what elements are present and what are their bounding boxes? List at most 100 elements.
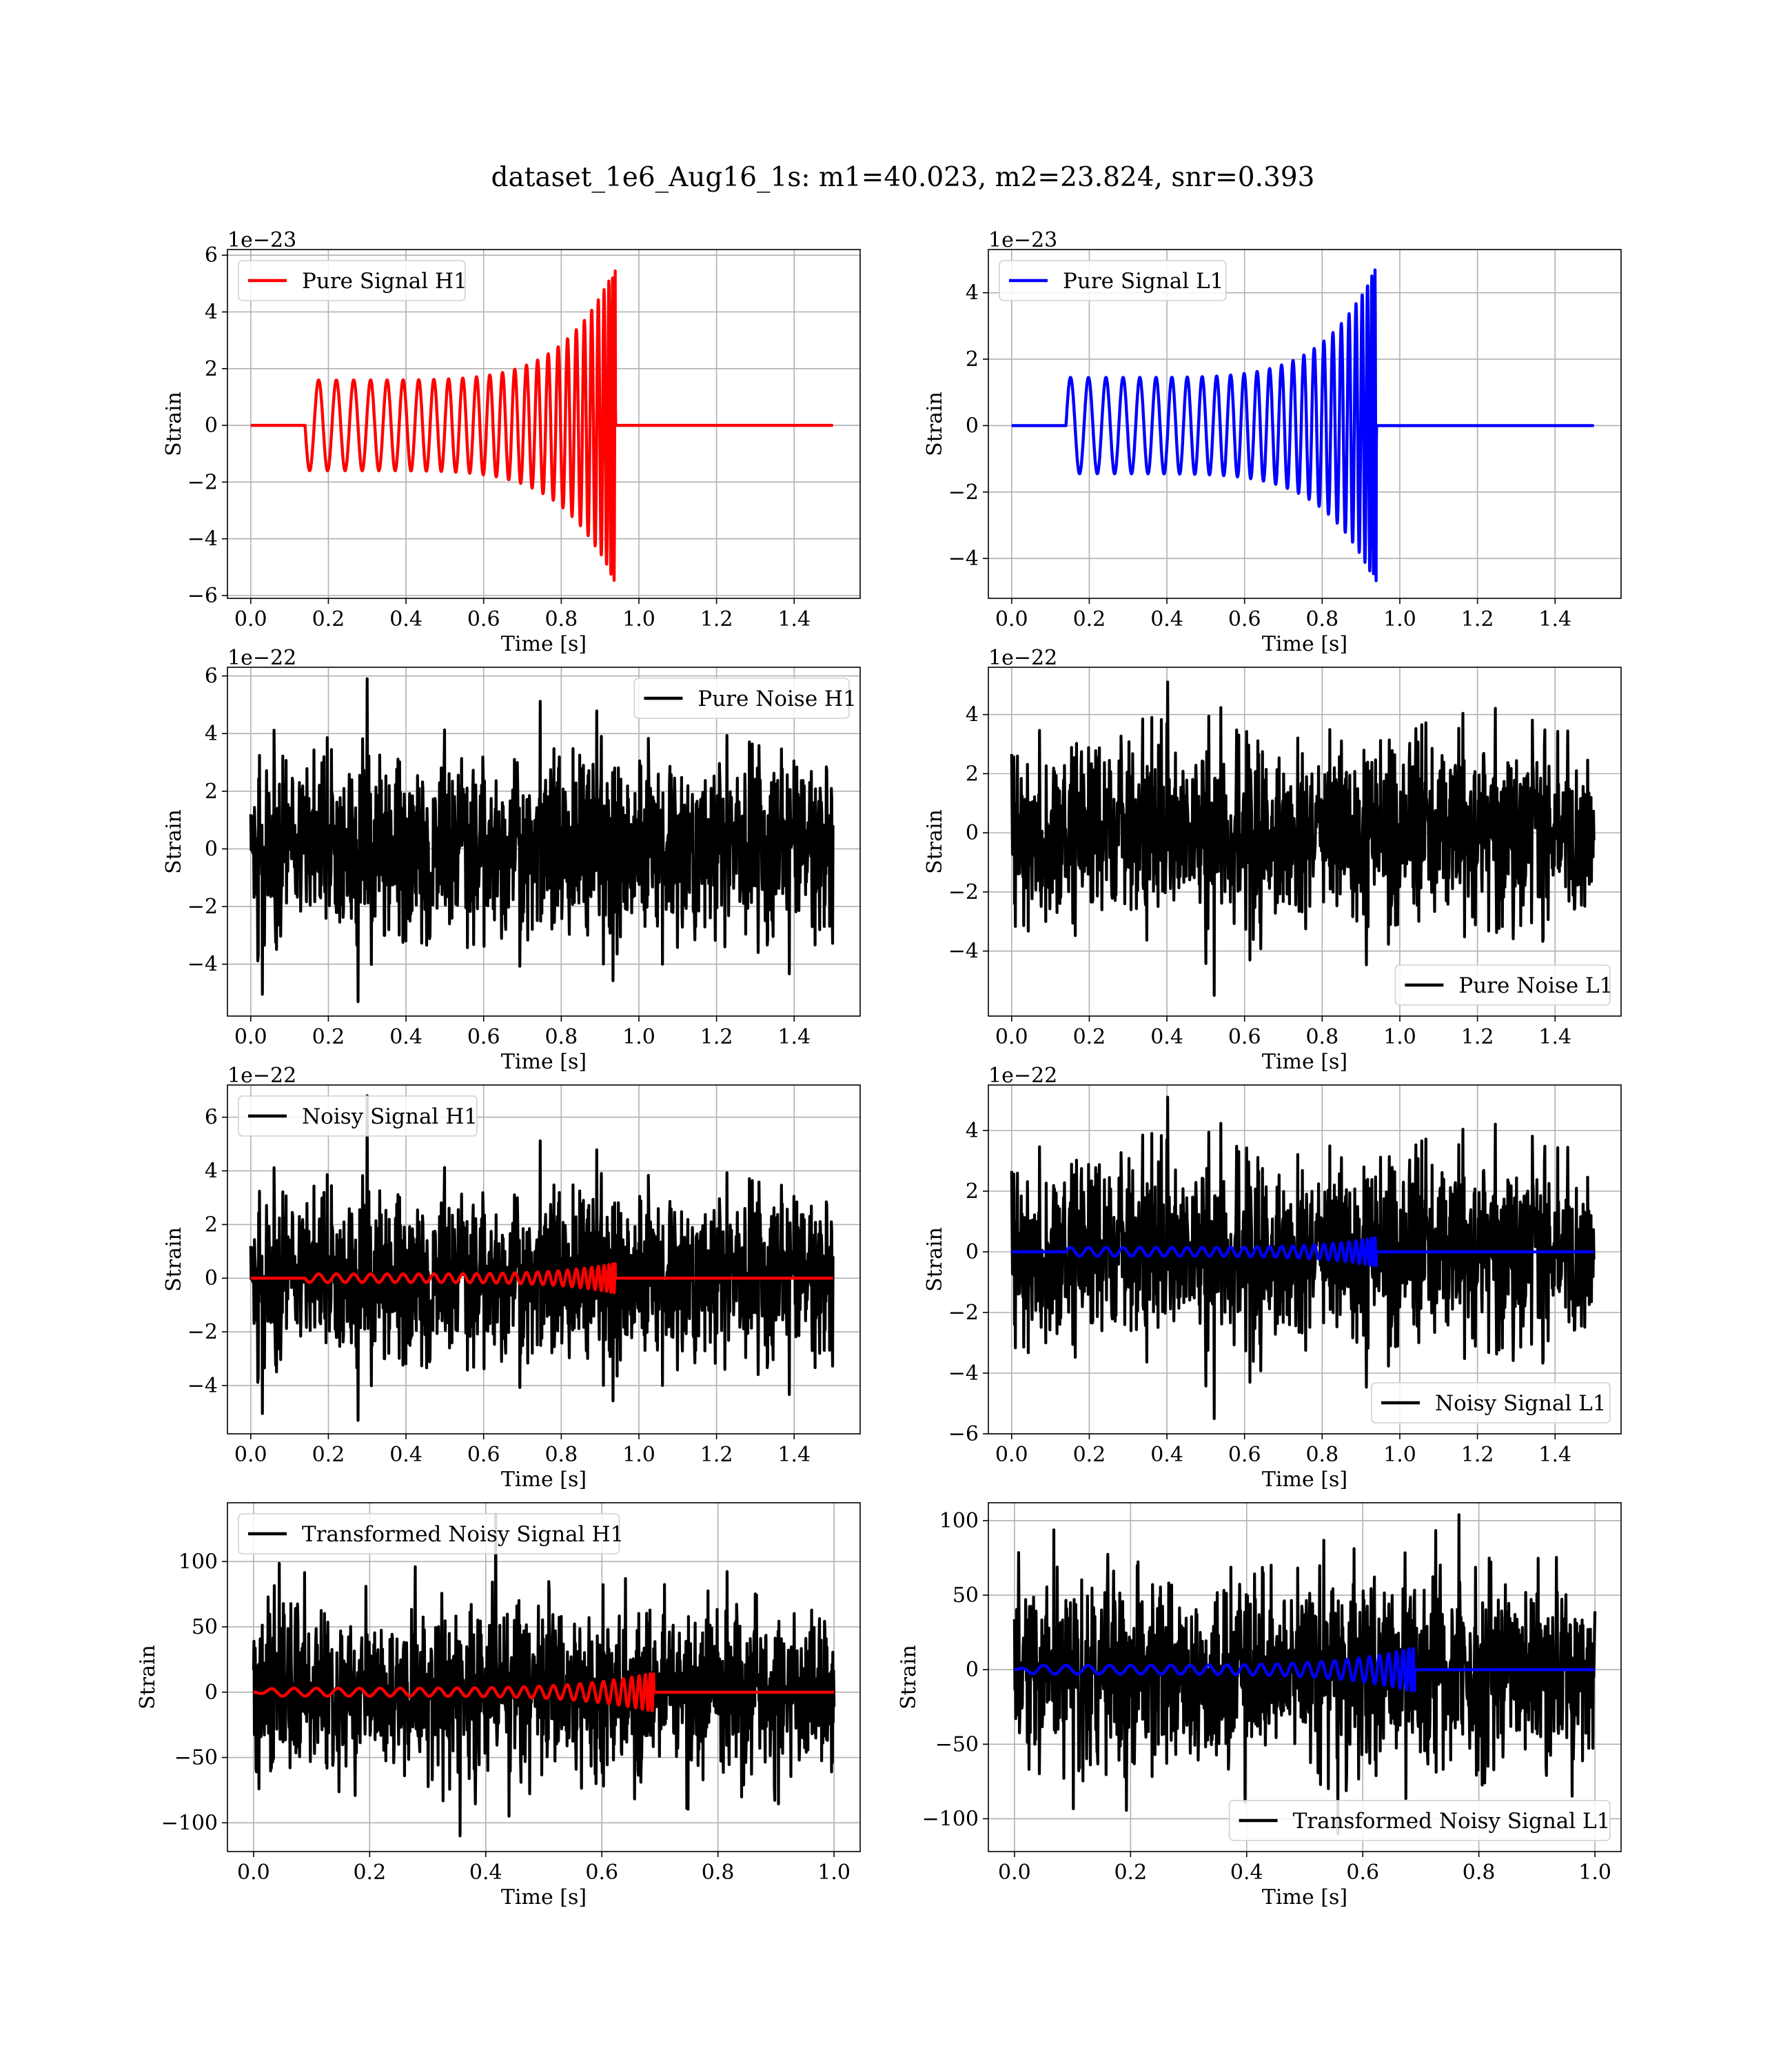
x-tick-label: 0.2: [353, 1861, 386, 1885]
x-tick-label: 0.0: [234, 607, 267, 631]
y-tick-label: 4: [966, 281, 979, 305]
y-tick-label: 0: [966, 1240, 979, 1264]
legend: Pure Signal L1: [999, 260, 1227, 301]
legend: Pure Signal H1: [238, 260, 467, 301]
x-tick-label: 0.0: [237, 1861, 270, 1885]
x-axis-label: Time [s]: [501, 1468, 587, 1492]
x-tick-label: 0.0: [234, 1443, 267, 1467]
y-tick-label: 0: [966, 414, 979, 438]
legend-box: [238, 260, 466, 301]
y-tick-label: 2: [966, 1179, 979, 1204]
x-tick-label: 1.0: [1383, 1443, 1416, 1467]
axis-offset-text: 1e−22: [227, 646, 296, 670]
legend-box: [238, 1095, 478, 1137]
axes-frame: [988, 1502, 1622, 1852]
y-tick-label: 4: [205, 301, 218, 325]
axes-frame: [227, 249, 861, 599]
y-axis-label: Strain: [136, 1645, 160, 1710]
legend-label: Transformed Noisy Signal H1: [302, 1522, 624, 1547]
x-tick-label: 0.8: [1305, 1443, 1338, 1467]
panel-pure-noise-l1: 0.0 0.2 0.4 0.6 0.8 1.0 1.2 1.4 −4 −2 0 2 4 Time [s] S…: [923, 646, 1622, 1074]
y-tick-label: 50: [192, 1615, 218, 1639]
y-tick-label: 4: [205, 1159, 218, 1184]
x-tick-label: 0.2: [312, 1025, 345, 1049]
series-line-pure-noise-l1-0: [1010, 680, 1596, 997]
y-tick-label: −100: [922, 1807, 979, 1831]
series-line-pure-signal-l1-0: [1010, 268, 1596, 582]
x-tick-label: 0.6: [1228, 1443, 1261, 1467]
y-tick-label: 50: [953, 1583, 979, 1608]
x-tick-label: 1.4: [777, 607, 811, 631]
y-tick-label: −4: [948, 940, 979, 964]
x-tick-label: 1.0: [817, 1861, 851, 1885]
y-axis-label: Strain: [162, 809, 186, 874]
y-tick-label: 100: [939, 1509, 979, 1533]
axis-offset-text: 1e−22: [227, 1064, 296, 1088]
y-tick-label: −4: [948, 547, 979, 571]
y-tick-label: 2: [966, 762, 979, 786]
legend: Noisy Signal L1: [1371, 1382, 1611, 1423]
series-line-transformed-noisy-signal-l1-0: [1012, 1513, 1597, 1836]
x-tick-label: 0.4: [389, 1025, 422, 1049]
x-tick-label: 0.2: [1073, 1025, 1106, 1049]
y-tick-label: 0: [205, 414, 218, 438]
x-tick-label: 0.4: [1150, 1443, 1183, 1467]
panel-transformed-noisy-signal-l1: 0.0 0.2 0.4 0.6 0.8 1.0 −100 −50 0 50 100 Time [s] S…: [897, 1502, 1622, 1909]
x-axis-label: Time [s]: [1262, 1468, 1347, 1492]
x-tick-label: 0.2: [312, 1443, 345, 1467]
y-tick-label: 0: [966, 821, 979, 845]
legend: Noisy Signal H1: [238, 1095, 478, 1137]
y-tick-label: 2: [205, 1213, 218, 1237]
x-tick-label: 0.0: [234, 1025, 267, 1049]
series-line-pure-noise-h1-0: [249, 677, 835, 1004]
x-tick-label: 1.0: [1383, 1025, 1416, 1049]
series-line-noisy-signal-h1-1: [250, 1261, 835, 1295]
legend-label: Pure Signal H1: [302, 269, 467, 294]
x-tick-label: 0.4: [469, 1861, 502, 1885]
x-tick-label: 1.0: [1578, 1861, 1611, 1885]
legend: Transformed Noisy Signal H1: [238, 1513, 624, 1554]
x-tick-label: 1.0: [622, 1025, 655, 1049]
x-axis-label: Time [s]: [1262, 632, 1347, 656]
legend: Pure Noise L1: [1394, 964, 1613, 1006]
y-tick-label: −2: [948, 880, 979, 904]
axis-offset-text: 1e−23: [988, 228, 1057, 252]
panel-noisy-signal-l1: 0.0 0.2 0.4 0.6 0.8 1.0 1.2 1.4 −6 −4 −2 0 2 4 Time [s…: [923, 1064, 1622, 1492]
axes-frame: [988, 667, 1622, 1017]
x-tick-label: 1.4: [1538, 1025, 1571, 1049]
x-tick-label: 0.2: [312, 607, 345, 631]
x-tick-label: 1.2: [700, 1443, 733, 1467]
y-axis-label: Strain: [923, 809, 947, 874]
y-tick-label: 100: [179, 1550, 218, 1574]
x-tick-label: 0.4: [1150, 607, 1183, 631]
y-axis-label: Strain: [923, 1227, 947, 1292]
y-tick-label: 2: [205, 780, 218, 804]
x-tick-label: 1.2: [700, 1025, 733, 1049]
x-tick-label: 0.0: [995, 1025, 1028, 1049]
x-tick-label: 0.6: [467, 607, 500, 631]
legend-label: Noisy Signal H1: [302, 1104, 478, 1129]
y-tick-label: −2: [187, 1320, 218, 1344]
y-tick-label: −2: [187, 470, 218, 494]
axes-frame: [988, 249, 1622, 599]
legend-box: [1394, 964, 1611, 1006]
x-axis-label: Time [s]: [1262, 1050, 1347, 1074]
x-tick-label: 0.4: [389, 1443, 422, 1467]
y-tick-label: 6: [205, 665, 218, 689]
x-tick-label: 0.0: [998, 1861, 1031, 1885]
axes-frame: [988, 1084, 1622, 1435]
y-axis-label: Strain: [162, 1227, 186, 1292]
y-tick-label: 2: [966, 347, 979, 372]
x-tick-label: 0.2: [1073, 607, 1106, 631]
y-tick-label: 2: [205, 357, 218, 381]
series-line-transformed-noisy-signal-h1-0: [252, 1513, 836, 1838]
y-tick-label: 4: [966, 1119, 979, 1143]
series-line-transformed-noisy-signal-l1-1: [1013, 1647, 1596, 1692]
y-tick-label: −4: [187, 527, 218, 551]
y-tick-label: 6: [205, 243, 218, 267]
y-tick-label: −6: [187, 584, 218, 608]
figure-title: dataset_1e6_Aug16_1s: m1=40.023, m2=23.8…: [491, 162, 1315, 193]
y-tick-label: 0: [205, 1266, 218, 1290]
x-tick-label: 1.4: [1538, 607, 1571, 631]
